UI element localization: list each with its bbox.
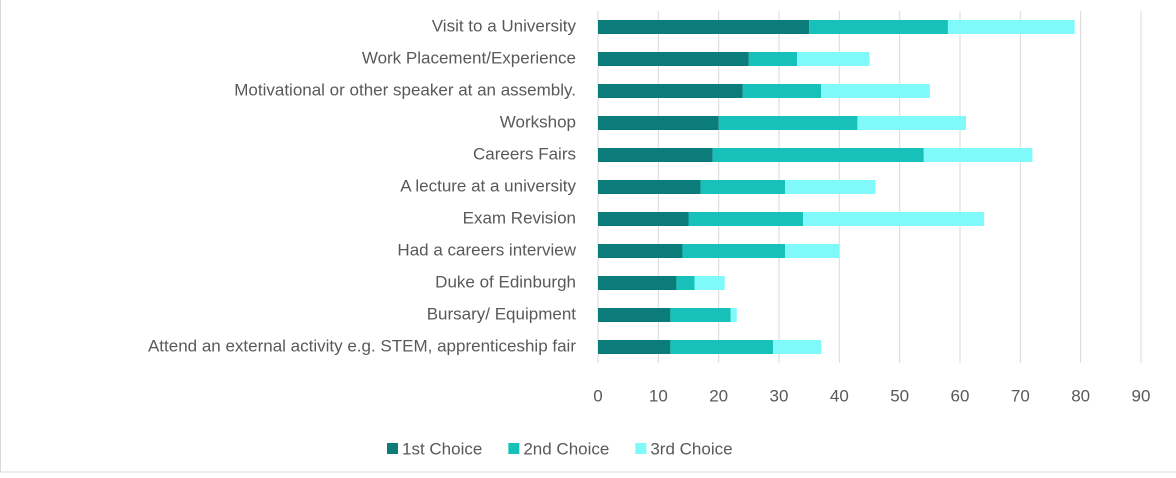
- x-tick-label: 0: [593, 386, 602, 405]
- y-tick-label: Attend an external activity e.g. STEM, a…: [148, 336, 576, 355]
- bar-segment: [598, 116, 719, 130]
- bar-segment: [682, 244, 785, 258]
- x-tick-label: 80: [1071, 386, 1090, 405]
- bar-segment: [731, 308, 737, 322]
- y-tick-label: Exam Revision: [463, 208, 576, 227]
- y-tick-label: Work Placement/Experience: [362, 48, 576, 67]
- bar-segment: [785, 180, 876, 194]
- bar-segment: [598, 180, 701, 194]
- bar-segment: [676, 276, 694, 290]
- legend-label: 3rd Choice: [650, 439, 732, 458]
- bar-segment: [785, 244, 839, 258]
- y-tick-label: Motivational or other speaker at an asse…: [234, 80, 576, 99]
- legend-swatch: [635, 443, 646, 454]
- bar-segment: [598, 244, 682, 258]
- x-tick-label: 20: [709, 386, 728, 405]
- bar-segment: [701, 180, 785, 194]
- bar-segment: [719, 116, 858, 130]
- y-tick-label: Careers Fairs: [473, 144, 576, 163]
- x-tick-label: 90: [1132, 386, 1151, 405]
- x-tick-label: 50: [890, 386, 909, 405]
- bar-segment: [809, 20, 948, 34]
- bar-segment: [821, 84, 930, 98]
- bar-segment: [598, 340, 670, 354]
- bar-segment: [743, 84, 821, 98]
- x-tick-label: 70: [1011, 386, 1030, 405]
- y-tick-label: Visit to a University: [432, 16, 577, 35]
- bar-segment: [924, 148, 1033, 162]
- legend-swatch: [508, 443, 519, 454]
- bar-segment: [598, 148, 713, 162]
- bar-segment: [857, 116, 966, 130]
- legend-label: 1st Choice: [402, 439, 482, 458]
- bar-segment: [598, 308, 670, 322]
- legend-swatch: [387, 443, 398, 454]
- y-tick-label: Had a careers interview: [397, 240, 576, 259]
- legend-label: 2nd Choice: [523, 439, 609, 458]
- y-tick-label: Workshop: [500, 112, 576, 131]
- bar-segment: [948, 20, 1075, 34]
- bar-segment: [797, 52, 869, 66]
- bar-segment: [598, 212, 689, 226]
- bar-segment: [670, 340, 773, 354]
- bar-segment: [773, 340, 821, 354]
- x-tick-label: 30: [770, 386, 789, 405]
- x-tick-label: 40: [830, 386, 849, 405]
- bar-segment: [689, 212, 804, 226]
- bar-segment: [749, 52, 797, 66]
- bar-segment: [598, 20, 809, 34]
- y-tick-label: Bursary/ Equipment: [427, 304, 577, 323]
- x-tick-label: 10: [649, 386, 668, 405]
- y-tick-label: Duke of Edinburgh: [435, 272, 576, 291]
- bar-segment: [670, 308, 730, 322]
- bar-segment: [598, 84, 743, 98]
- bar-segment: [713, 148, 924, 162]
- bar-segment: [695, 276, 725, 290]
- bar-segment: [803, 212, 984, 226]
- bar-segment: [598, 52, 749, 66]
- x-tick-label: 60: [951, 386, 970, 405]
- y-tick-label: A lecture at a university: [400, 176, 576, 195]
- bar-segment: [598, 276, 676, 290]
